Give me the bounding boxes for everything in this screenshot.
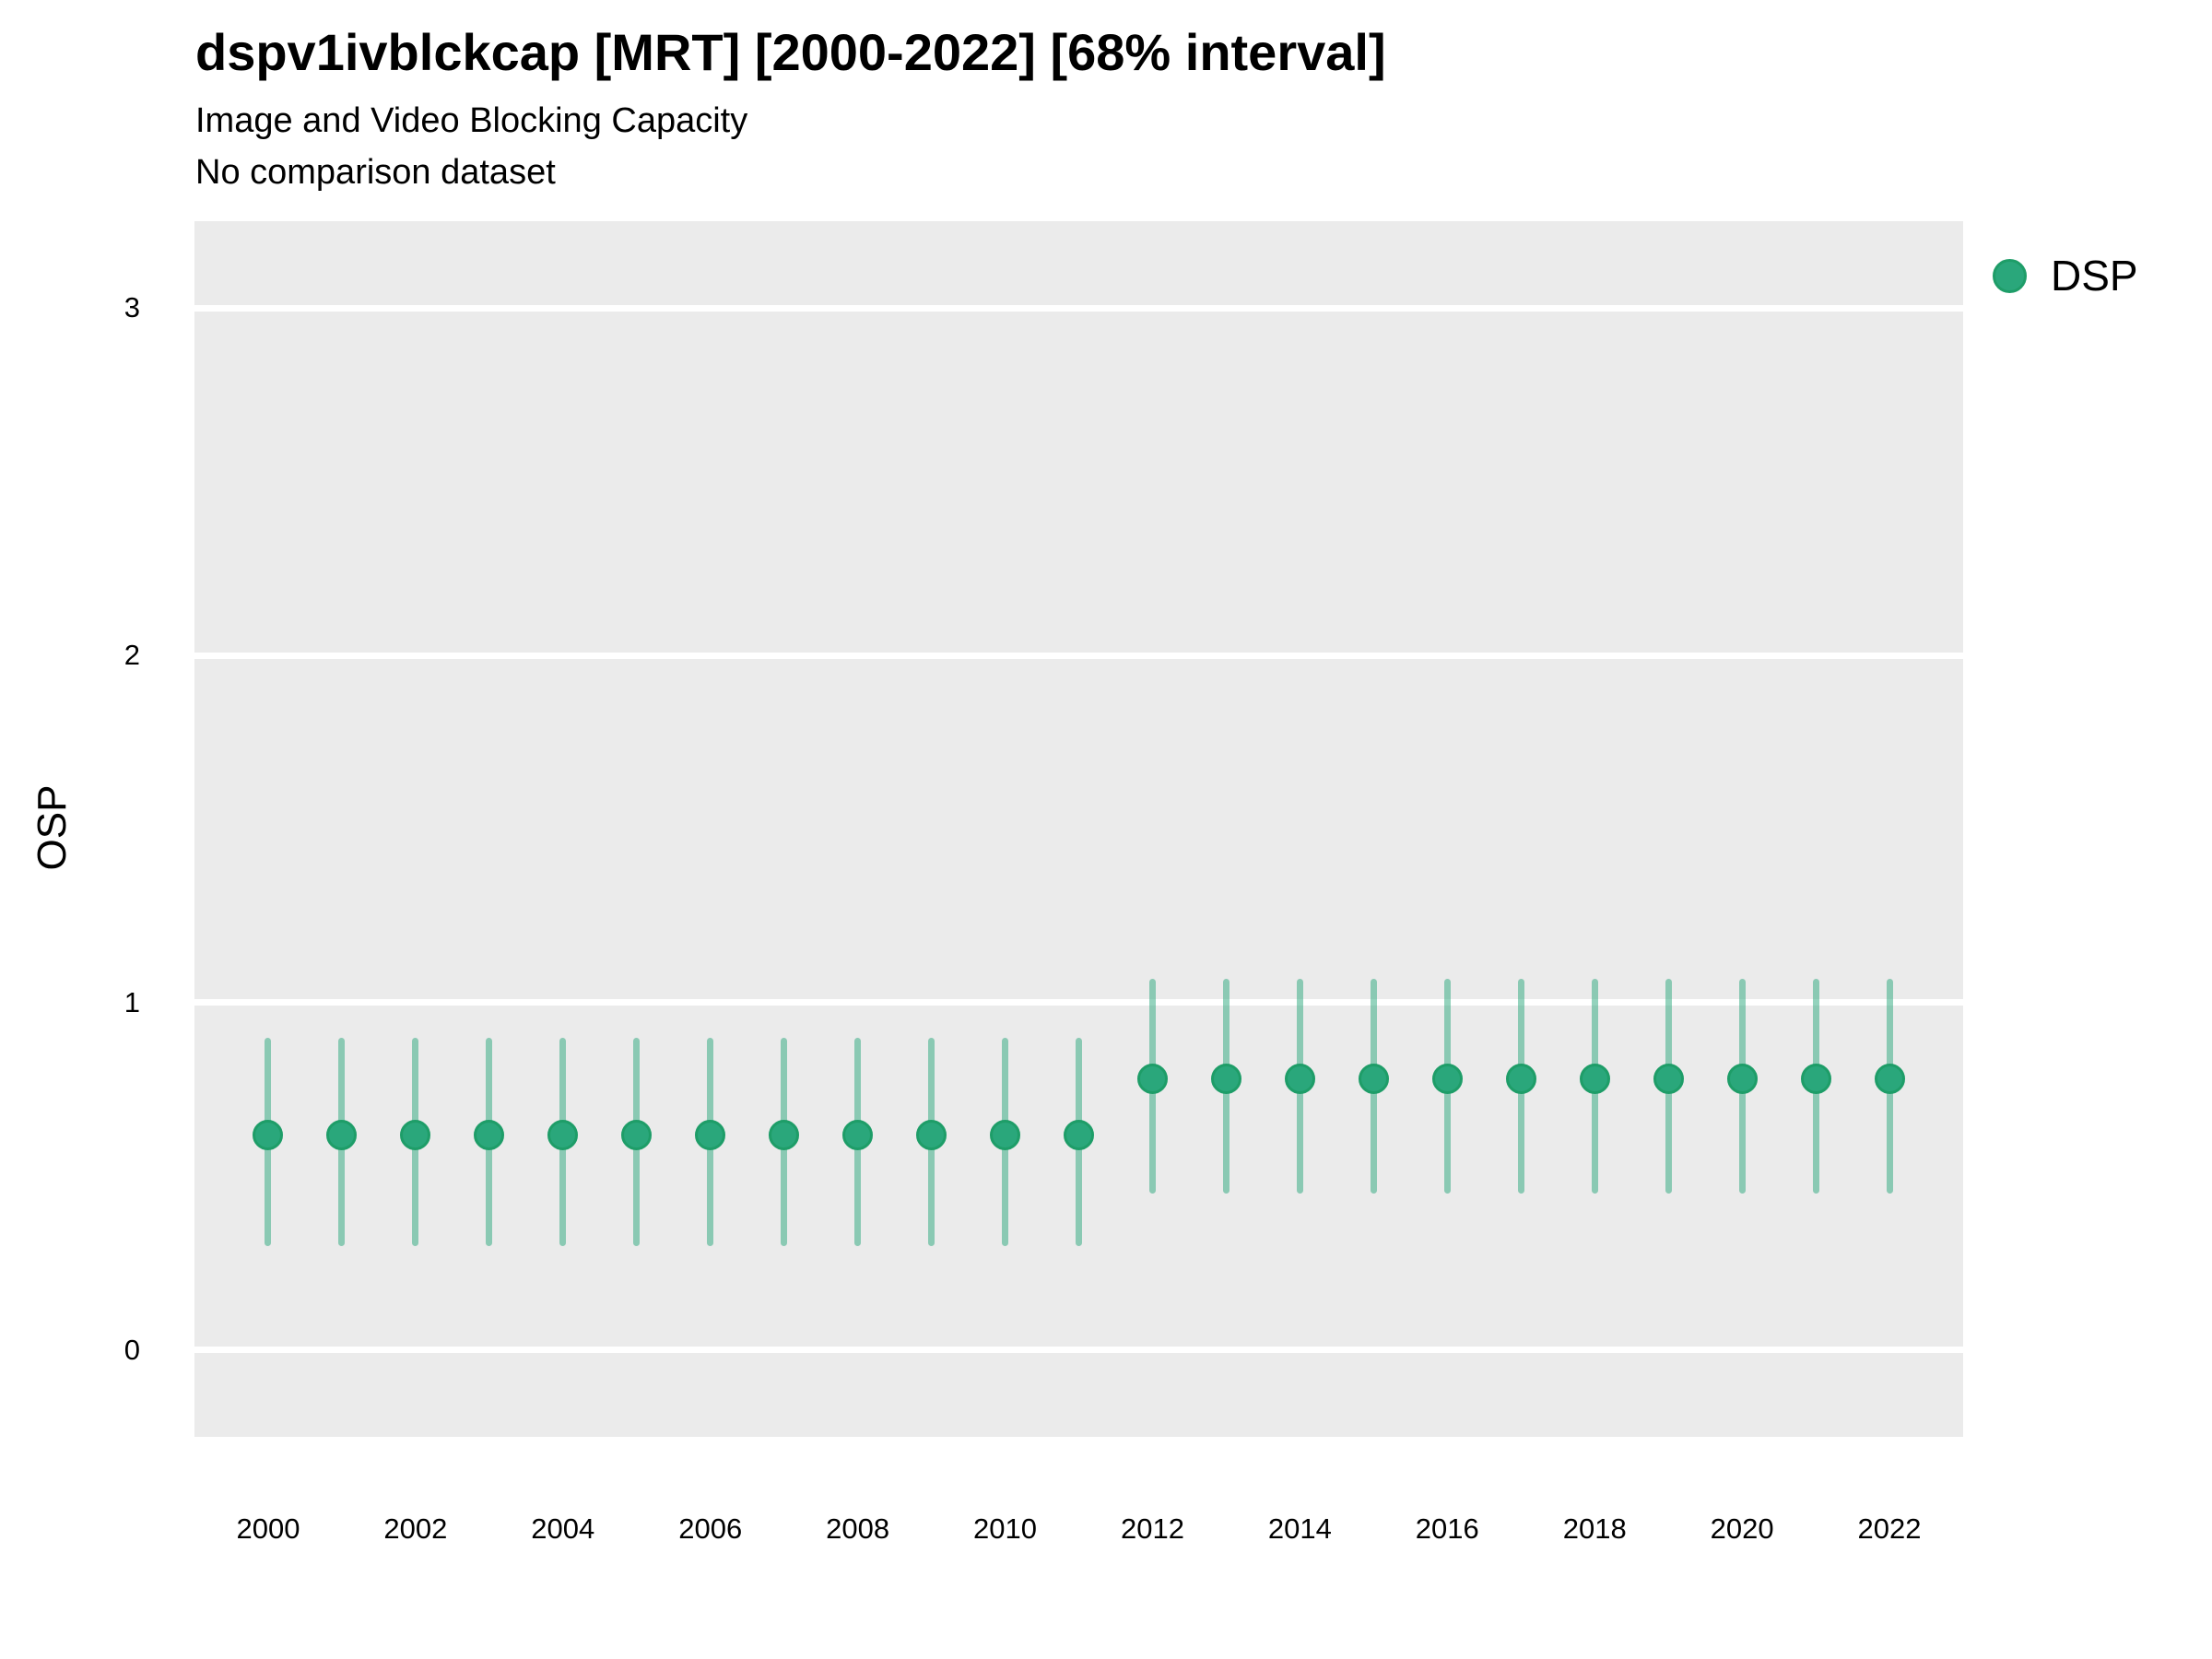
legend-label: DSP	[2051, 252, 2138, 300]
gridline-y-1	[194, 999, 1963, 1006]
data-point-marker	[1653, 1064, 1684, 1095]
data-point-marker	[326, 1119, 358, 1150]
x-tick-label: 2016	[1415, 1512, 1479, 1545]
data-point-marker	[695, 1119, 726, 1150]
data-point-marker	[1064, 1119, 1094, 1150]
chart-subtitle: Image and Video Blocking Capacity	[195, 101, 748, 140]
data-point-marker	[1284, 1064, 1315, 1095]
data-point-marker	[1579, 1064, 1610, 1095]
x-tick-label: 2018	[1562, 1512, 1627, 1545]
gridline-y-0	[194, 1347, 1963, 1354]
plot-panel	[194, 221, 1963, 1437]
chart-title: dspv1ivblckcap [MRT] [2000-2022] [68% in…	[195, 23, 1386, 81]
x-tick-label: 2006	[678, 1512, 743, 1545]
x-tick-label: 2010	[973, 1512, 1038, 1545]
y-tick-label: 3	[124, 291, 140, 324]
data-point-marker	[1800, 1064, 1831, 1095]
x-tick-label: 2012	[1120, 1512, 1184, 1545]
data-point-marker	[769, 1119, 800, 1150]
data-point-marker	[474, 1119, 505, 1150]
data-point-marker	[916, 1119, 947, 1150]
data-point-marker	[1874, 1064, 1905, 1095]
data-point-marker	[1726, 1064, 1758, 1095]
y-axis-title: OSP	[29, 784, 75, 871]
data-point-marker	[990, 1119, 1021, 1150]
x-tick-label: 2008	[826, 1512, 890, 1545]
data-point-marker	[400, 1119, 431, 1150]
data-point-marker	[842, 1119, 874, 1150]
data-point-marker	[1505, 1064, 1536, 1095]
y-tick-label: 0	[124, 1333, 140, 1366]
gridline-y-2	[194, 652, 1963, 659]
gridline-y-3	[194, 304, 1963, 312]
x-tick-label: 2004	[531, 1512, 595, 1545]
x-tick-label: 2014	[1267, 1512, 1332, 1545]
data-point-marker	[253, 1119, 284, 1150]
y-tick-label: 2	[124, 639, 140, 672]
x-tick-label: 2022	[1857, 1512, 1922, 1545]
data-point-marker	[547, 1119, 579, 1150]
legend: DSP	[1993, 253, 2138, 299]
data-point-marker	[1431, 1064, 1463, 1095]
data-point-marker	[1210, 1064, 1241, 1095]
x-tick-label: 2020	[1710, 1512, 1774, 1545]
x-tick-label: 2002	[383, 1512, 448, 1545]
comparison-note: No comparison dataset	[195, 153, 556, 192]
legend-marker-icon	[1993, 258, 2027, 293]
data-point-marker	[621, 1119, 653, 1150]
y-tick-label: 1	[124, 985, 140, 1018]
data-point-marker	[1358, 1064, 1389, 1095]
data-point-marker	[1136, 1064, 1168, 1095]
x-tick-label: 2000	[236, 1512, 300, 1545]
